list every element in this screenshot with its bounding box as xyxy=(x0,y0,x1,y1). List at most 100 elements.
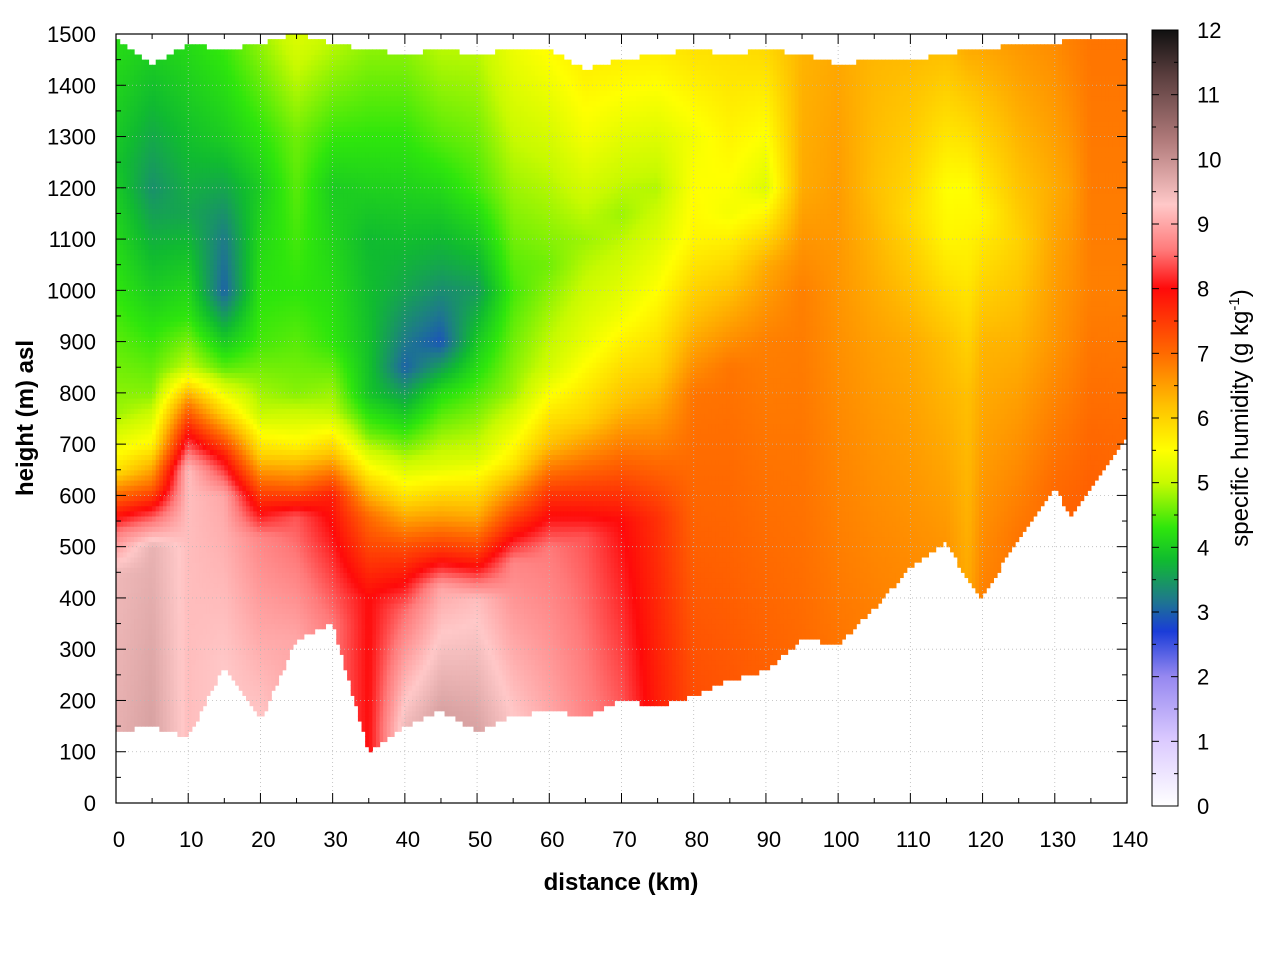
heatmap-cell xyxy=(152,583,156,589)
heatmap-cell xyxy=(120,495,124,501)
heatmap-cell xyxy=(253,629,257,635)
heatmap-cell xyxy=(152,408,156,414)
heatmap-cell xyxy=(239,275,243,281)
heatmap-cell xyxy=(228,465,232,471)
heatmap-cell xyxy=(232,598,236,604)
heatmap-cell xyxy=(120,137,124,143)
heatmap-cell xyxy=(149,265,153,271)
heatmap-cell xyxy=(156,311,160,317)
heatmap-cell xyxy=(195,557,199,563)
heatmap-cell xyxy=(138,444,142,450)
heatmap-cell xyxy=(192,485,196,491)
heatmap-cell xyxy=(195,377,199,383)
heatmap-cell xyxy=(210,659,214,665)
heatmap-cell xyxy=(217,670,221,676)
heatmap-cell xyxy=(239,413,243,419)
heatmap-cell xyxy=(246,265,250,271)
heatmap-cell xyxy=(242,316,246,322)
heatmap-cell xyxy=(232,275,236,281)
heatmap-cell xyxy=(192,188,196,194)
heatmap-cell xyxy=(138,449,142,455)
heatmap-cell xyxy=(134,219,138,225)
heatmap-cell xyxy=(192,654,196,660)
heatmap-cell xyxy=(174,654,178,660)
heatmap-cell xyxy=(239,454,243,460)
heatmap-cell xyxy=(239,393,243,399)
heatmap-cell xyxy=(116,659,120,665)
heatmap-cell xyxy=(250,408,254,414)
heatmap-cell xyxy=(120,444,124,450)
heatmap-cell xyxy=(152,634,156,640)
heatmap-cell xyxy=(213,193,217,199)
heatmap-cell xyxy=(120,249,124,255)
heatmap-cell xyxy=(224,531,228,537)
heatmap-cell xyxy=(120,121,124,127)
heatmap-cell xyxy=(152,96,156,102)
heatmap-cell xyxy=(250,121,254,127)
heatmap-cell xyxy=(159,424,163,430)
heatmap-cell xyxy=(141,547,145,553)
heatmap-cell xyxy=(206,55,210,61)
heatmap-cell xyxy=(188,634,192,640)
heatmap-cell xyxy=(203,624,207,630)
heatmap-cell xyxy=(246,577,250,583)
heatmap-cell xyxy=(239,367,243,373)
heatmap-cell xyxy=(199,460,203,466)
heatmap-cell xyxy=(246,613,250,619)
heatmap-cell xyxy=(232,639,236,645)
heatmap-cell xyxy=(141,654,145,660)
heatmap-cell xyxy=(174,116,178,122)
heatmap-cell xyxy=(242,613,246,619)
heatmap-cell xyxy=(120,203,124,209)
heatmap-cell xyxy=(232,321,236,327)
heatmap-cell xyxy=(224,270,228,276)
heatmap-cell xyxy=(116,639,120,645)
heatmap-cell xyxy=(177,377,181,383)
heatmap-cell xyxy=(145,229,149,235)
heatmap-cell xyxy=(138,198,142,204)
heatmap-cell xyxy=(192,295,196,301)
heatmap-cell xyxy=(163,572,167,578)
heatmap-cell xyxy=(156,260,160,266)
heatmap-cell xyxy=(203,229,207,235)
heatmap-cell xyxy=(138,372,142,378)
heatmap-cell xyxy=(203,208,207,214)
heatmap-cell xyxy=(120,75,124,81)
heatmap-cell xyxy=(145,434,149,440)
heatmap-cell xyxy=(134,588,138,594)
heatmap-cell xyxy=(145,526,149,532)
heatmap-cell xyxy=(199,229,203,235)
heatmap-cell xyxy=(134,639,138,645)
heatmap-cell xyxy=(141,690,145,696)
heatmap-cell xyxy=(195,126,199,132)
heatmap-cell xyxy=(159,444,163,450)
heatmap-cell xyxy=(138,624,142,630)
heatmap-cell xyxy=(239,254,243,260)
heatmap-cell xyxy=(235,362,239,368)
heatmap-cell xyxy=(174,521,178,527)
heatmap-cell xyxy=(217,613,221,619)
heatmap-cell xyxy=(221,547,225,553)
heatmap-cell xyxy=(188,357,192,363)
heatmap-cell xyxy=(174,454,178,460)
heatmap-cell xyxy=(188,603,192,609)
heatmap-cell xyxy=(127,342,131,348)
heatmap-cell xyxy=(138,75,142,81)
heatmap-cell xyxy=(170,598,174,604)
heatmap-cell xyxy=(181,475,185,481)
heatmap-cell xyxy=(181,316,185,322)
heatmap-cell xyxy=(221,511,225,517)
heatmap-cell xyxy=(116,547,120,553)
heatmap-cell xyxy=(199,403,203,409)
heatmap-cell xyxy=(195,706,199,712)
heatmap-cell xyxy=(167,321,171,327)
heatmap-cell xyxy=(232,326,236,332)
heatmap-cell xyxy=(188,460,192,466)
heatmap-cell xyxy=(138,55,142,61)
heatmap-cell xyxy=(235,598,239,604)
heatmap-cell xyxy=(203,106,207,112)
heatmap-cell xyxy=(177,126,181,132)
heatmap-cell xyxy=(250,659,254,665)
heatmap-cell xyxy=(127,562,131,568)
heatmap-cell xyxy=(116,429,120,435)
